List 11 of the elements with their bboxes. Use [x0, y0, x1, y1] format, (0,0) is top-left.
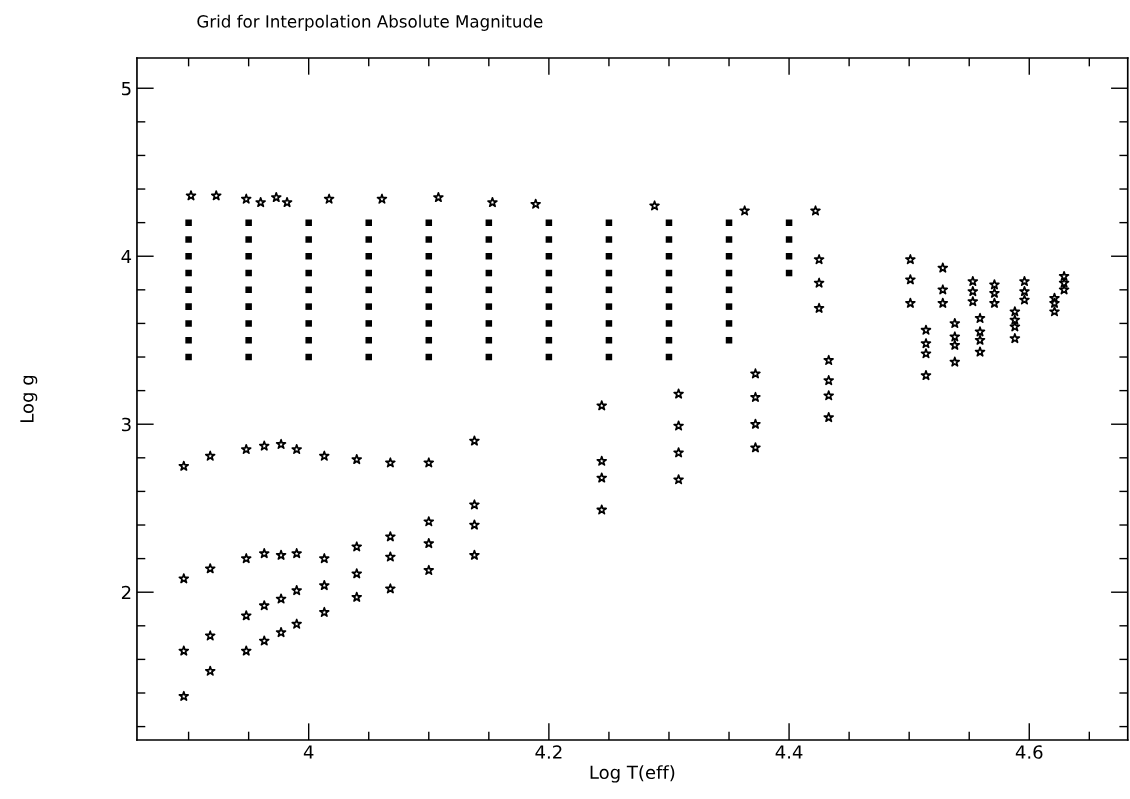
x-tick-label: 4.2	[535, 745, 562, 759]
chart-title: Grid for Interpolation Absolute Magnitude	[197, 14, 543, 31]
y-axis-title: Log g	[20, 375, 38, 422]
x-axis-title: Log T(eff)	[590, 765, 675, 783]
x-tick-label: 4.6	[1015, 745, 1043, 759]
x-tick-label: 4	[303, 745, 314, 759]
x-tick-label: 4.4	[775, 745, 803, 759]
y-tick-label: 4	[121, 249, 132, 264]
y-tick-label: 2	[121, 585, 131, 600]
y-tick-label: 3	[121, 417, 131, 432]
y-tick-label: 5	[122, 81, 131, 96]
